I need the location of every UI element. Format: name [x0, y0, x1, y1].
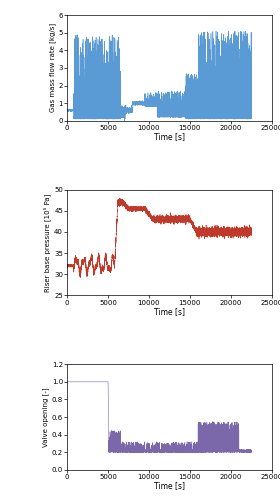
Y-axis label: Gas mass flow rate [kg/s]: Gas mass flow rate [kg/s]: [49, 24, 56, 112]
Y-axis label: Valve opening [-]: Valve opening [-]: [42, 388, 49, 447]
Y-axis label: Riser base pressure [10⁵ Pa]: Riser base pressure [10⁵ Pa]: [43, 194, 51, 292]
X-axis label: Time [s]: Time [s]: [154, 132, 185, 141]
X-axis label: Time [s]: Time [s]: [154, 482, 185, 490]
X-axis label: Time [s]: Time [s]: [154, 307, 185, 316]
